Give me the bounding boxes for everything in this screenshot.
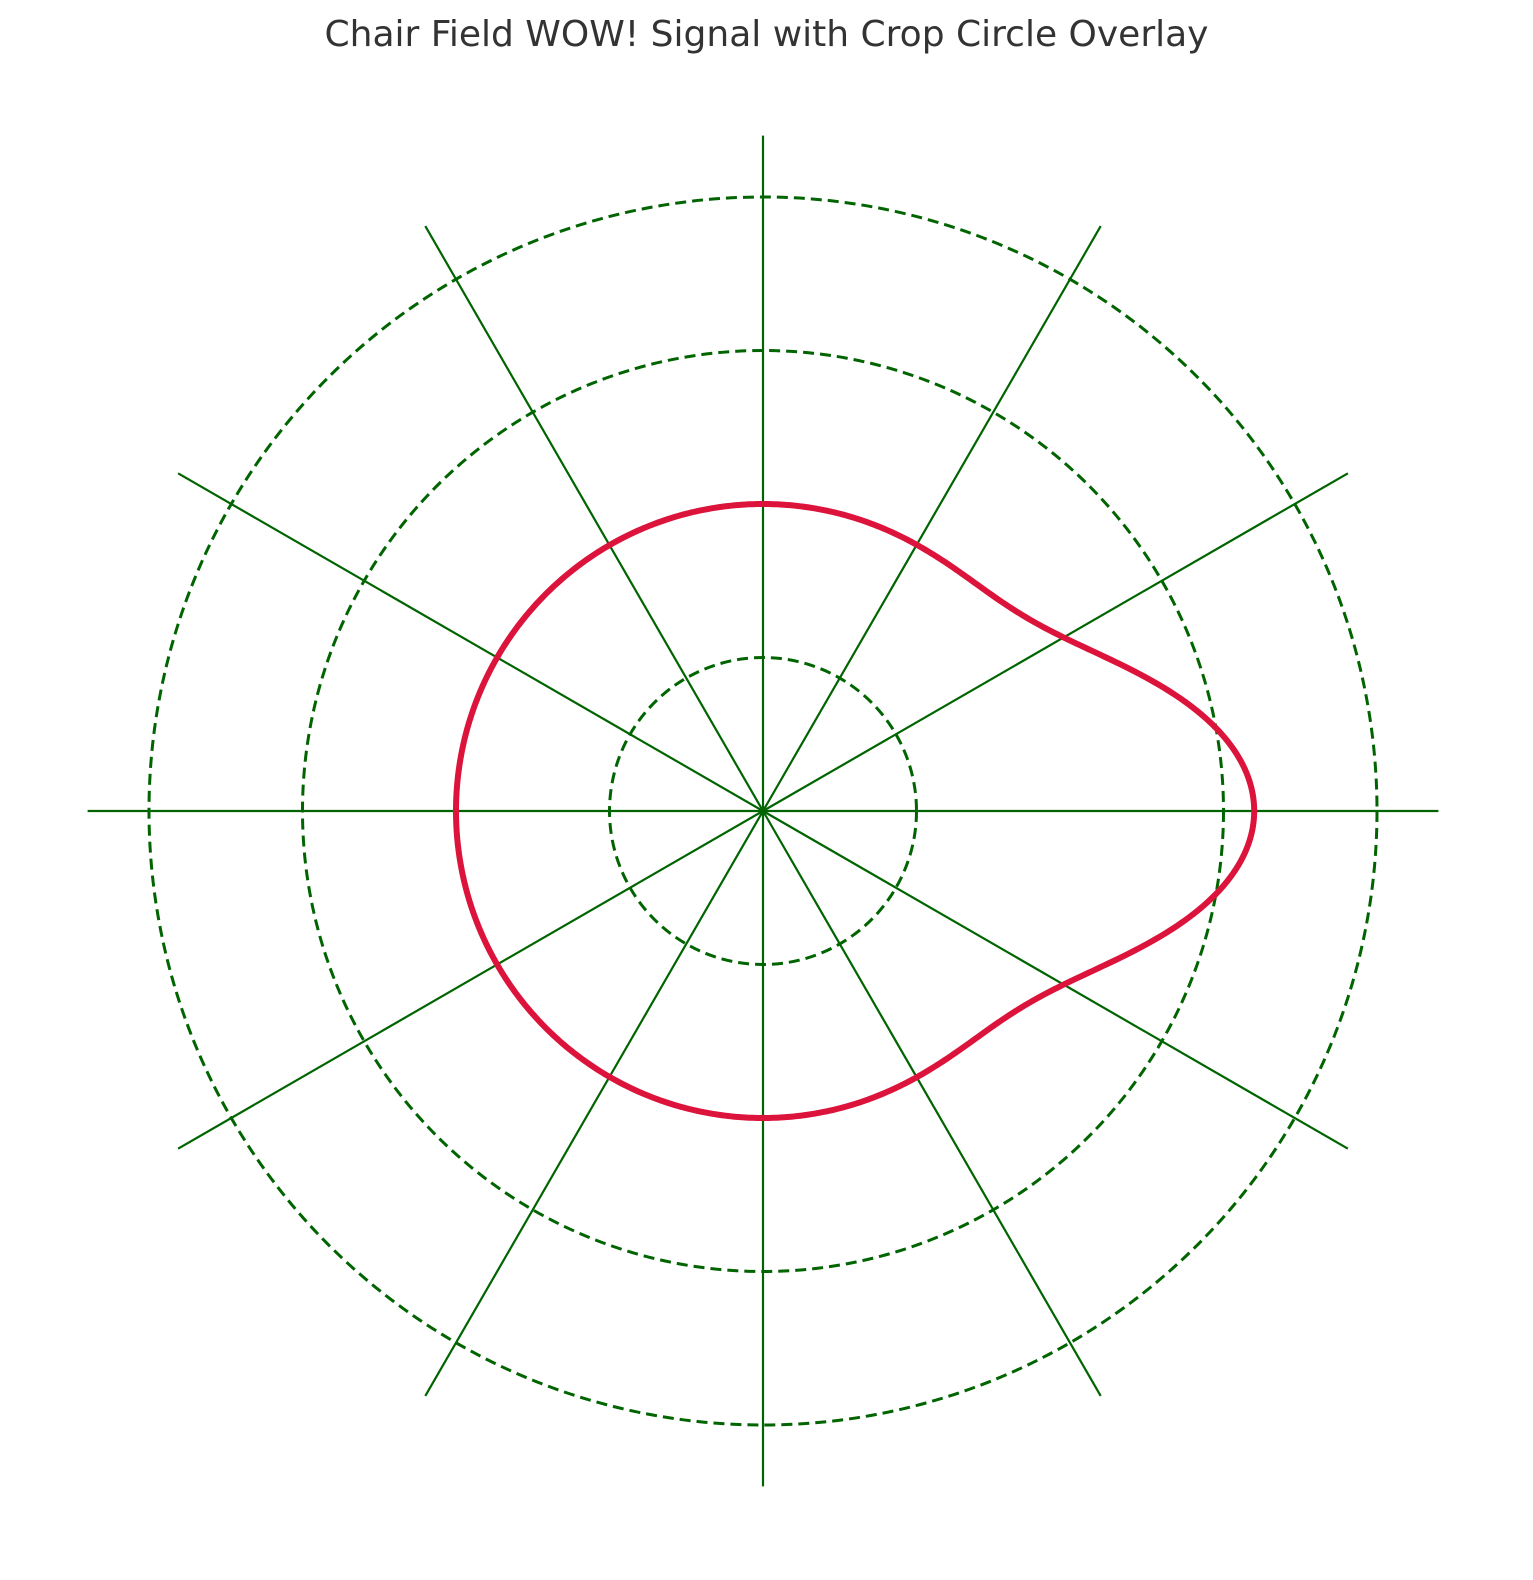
crop-spoke-60deg (762, 225, 1102, 812)
crop-spoke-300deg (762, 810, 1102, 1397)
chart-title: Chair Field WOW! Signal with Crop Circle… (324, 14, 1209, 55)
crop-circle-spokes (87, 135, 1439, 1487)
signal-series-layer (453, 501, 1258, 1121)
crop-spoke-240deg (424, 810, 764, 1397)
crop-spoke-120deg (424, 225, 764, 812)
crop-spoke-150deg (177, 472, 764, 812)
crop-spoke-30deg (762, 472, 1349, 812)
crop-spoke-210deg (177, 810, 764, 1150)
crop-spoke-330deg (762, 810, 1349, 1150)
wow-signal-line (453, 501, 1258, 1121)
